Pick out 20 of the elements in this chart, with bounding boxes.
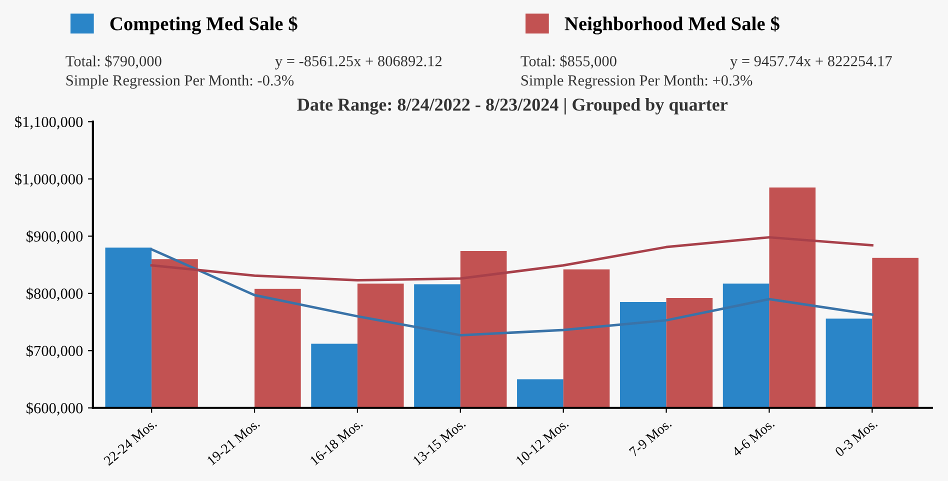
legend-label: Neighborhood Med Sale $ (564, 16, 780, 34)
x-tick-label: 7-9 Mos. (628, 418, 672, 457)
text: Total: $855,000 (520, 55, 616, 69)
y-tick-label: $600,000 (26, 402, 83, 416)
text: Total: $790,000 (66, 55, 162, 69)
text: y = -8561.25x + 806892.12 (275, 56, 442, 70)
y-tick-label: $800,000 (26, 288, 83, 302)
text: Simple Regression Per Month: -0.3% (66, 74, 294, 89)
line-series (150, 236, 874, 282)
y-tick-label: $1,000,000 (15, 173, 83, 187)
y-tick-label: $700,000 (26, 344, 83, 358)
text: Simple Regression Per Month: +0.3% (521, 74, 752, 89)
x-tick-label: 0-3 Mos. (834, 418, 878, 458)
chart-title: Date Range: 8/24/2022 - 8/23/2024 | Grouped by quarter (297, 98, 728, 115)
text: y = 9457.74x + 822254.17 (730, 56, 892, 70)
y-tick-label: $1,100,000 (15, 116, 83, 130)
legend-label: Competing Med Sale $ (110, 16, 298, 34)
y-tick-label: $900,000 (26, 230, 83, 244)
line-series (150, 248, 874, 336)
x-tick-label: 4-6 Mos. (731, 418, 775, 458)
